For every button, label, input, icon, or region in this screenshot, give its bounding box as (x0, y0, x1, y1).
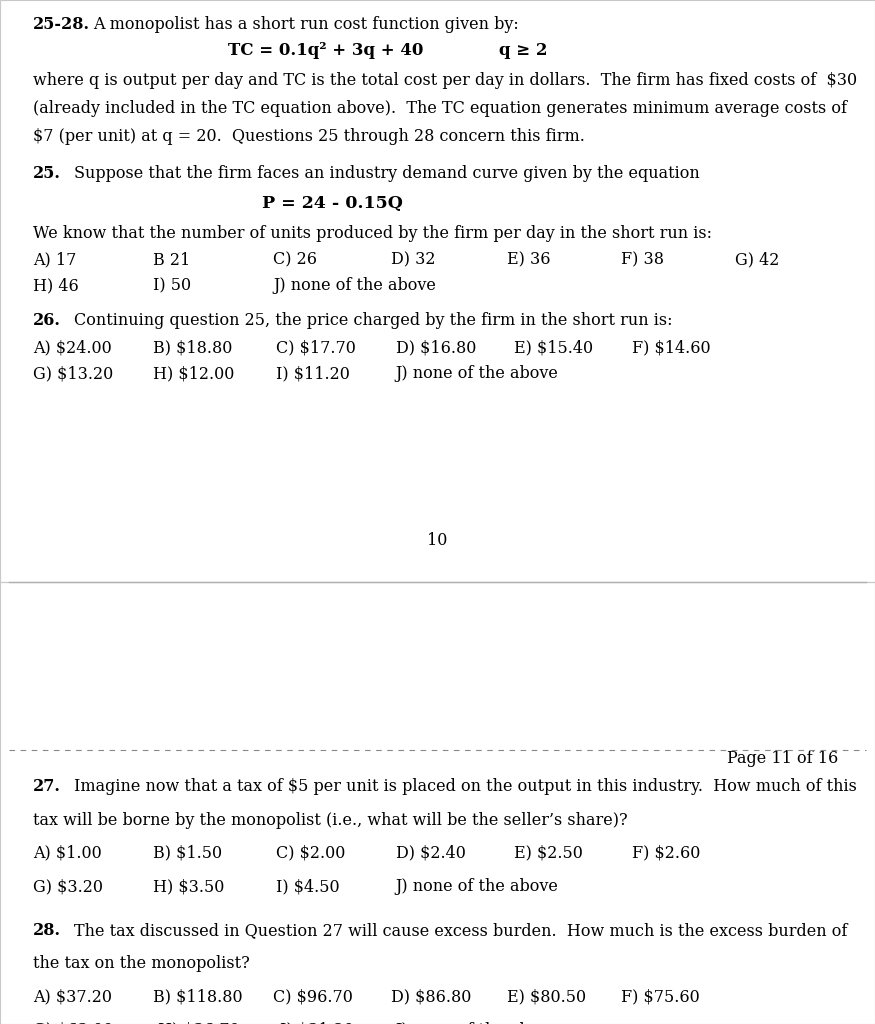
Text: (already included in the TC equation above).  The TC equation generates minimum : (already included in the TC equation abo… (33, 100, 847, 117)
Text: I) $11.20: I) $11.20 (276, 366, 349, 382)
Text: H) 46: H) 46 (33, 278, 79, 295)
Text: A) 17: A) 17 (33, 252, 77, 269)
Text: We know that the number of units produced by the firm per day in the short run i: We know that the number of units produce… (33, 224, 712, 242)
Text: H) $36.70: H) $36.70 (158, 1022, 239, 1024)
Text: B) $1.50: B) $1.50 (153, 845, 222, 862)
Text: F) $2.60: F) $2.60 (632, 845, 700, 862)
Text: B) $18.80: B) $18.80 (153, 340, 233, 356)
Text: F) 38: F) 38 (621, 252, 664, 269)
Text: F) $75.60: F) $75.60 (621, 988, 700, 1006)
Text: 26.: 26. (33, 312, 61, 330)
Text: 10: 10 (427, 532, 448, 549)
Text: I) $4.50: I) $4.50 (276, 878, 340, 895)
Text: C) $2.00: C) $2.00 (276, 845, 345, 862)
Text: A) $1.00: A) $1.00 (33, 845, 102, 862)
Text: The tax discussed in Question 27 will cause excess burden.  How much is the exce: The tax discussed in Question 27 will ca… (74, 923, 848, 939)
Text: J) none of the above: J) none of the above (273, 278, 436, 295)
Text: G) $13.20: G) $13.20 (33, 366, 114, 382)
Text: 25-28.: 25-28. (33, 16, 90, 34)
Text: the tax on the monopolist?: the tax on the monopolist? (33, 955, 250, 973)
Text: A) $24.00: A) $24.00 (33, 340, 112, 356)
Text: tax will be borne by the monopolist (i.e., what will be the seller’s share)?: tax will be borne by the monopolist (i.e… (33, 812, 628, 828)
Text: C) 26: C) 26 (273, 252, 317, 269)
Text: D) $86.80: D) $86.80 (391, 988, 472, 1006)
Text: C) $17.70: C) $17.70 (276, 340, 355, 356)
Text: J) none of the above: J) none of the above (396, 878, 558, 895)
Text: 28.: 28. (33, 923, 61, 939)
Text: Imagine now that a tax of $5 per unit is placed on the output in this industry. : Imagine now that a tax of $5 per unit is… (74, 778, 858, 796)
Text: $7 (per unit) at q = 20.  Questions 25 through 28 concern this firm.: $7 (per unit) at q = 20. Questions 25 th… (33, 128, 585, 145)
Text: E) $15.40: E) $15.40 (514, 340, 593, 356)
Text: Continuing question 25, the price charged by the firm in the short run is:: Continuing question 25, the price charge… (74, 312, 673, 330)
Text: J) none of the above: J) none of the above (396, 366, 558, 382)
Text: E) $2.50: E) $2.50 (514, 845, 584, 862)
Text: H) $12.00: H) $12.00 (153, 366, 235, 382)
Text: G) $3.20: G) $3.20 (33, 878, 103, 895)
Text: F) $14.60: F) $14.60 (632, 340, 711, 356)
Text: TC = 0.1q² + 3q + 40: TC = 0.1q² + 3q + 40 (228, 42, 423, 58)
Text: B) $118.80: B) $118.80 (153, 988, 242, 1006)
Text: J) none of the above: J) none of the above (396, 1022, 558, 1024)
Text: E) 36: E) 36 (507, 252, 551, 269)
Text: G) $63.00: G) $63.00 (33, 1022, 114, 1024)
Text: D) $16.80: D) $16.80 (396, 340, 476, 356)
Text: P = 24 - 0.15Q: P = 24 - 0.15Q (262, 195, 403, 212)
Text: I) $31.20: I) $31.20 (280, 1022, 354, 1024)
Text: 25.: 25. (33, 165, 61, 181)
Text: D) 32: D) 32 (391, 252, 436, 269)
Text: A monopolist has a short run cost function given by:: A monopolist has a short run cost functi… (93, 16, 519, 34)
Text: where q is output per day and TC is the total cost per day in dollars.  The firm: where q is output per day and TC is the … (33, 72, 858, 89)
Text: E) $80.50: E) $80.50 (507, 988, 586, 1006)
Text: q ≥ 2: q ≥ 2 (499, 42, 547, 58)
Text: C) $96.70: C) $96.70 (273, 988, 353, 1006)
Text: A) $37.20: A) $37.20 (33, 988, 112, 1006)
Text: H) $3.50: H) $3.50 (153, 878, 225, 895)
Text: D) $2.40: D) $2.40 (396, 845, 466, 862)
Text: B 21: B 21 (153, 252, 191, 269)
Text: Suppose that the firm faces an industry demand curve given by the equation: Suppose that the firm faces an industry … (74, 165, 700, 181)
Text: 27.: 27. (33, 778, 61, 796)
Text: I) 50: I) 50 (153, 278, 192, 295)
Text: Page 11 of 16: Page 11 of 16 (727, 750, 838, 767)
Text: G) 42: G) 42 (735, 252, 780, 269)
